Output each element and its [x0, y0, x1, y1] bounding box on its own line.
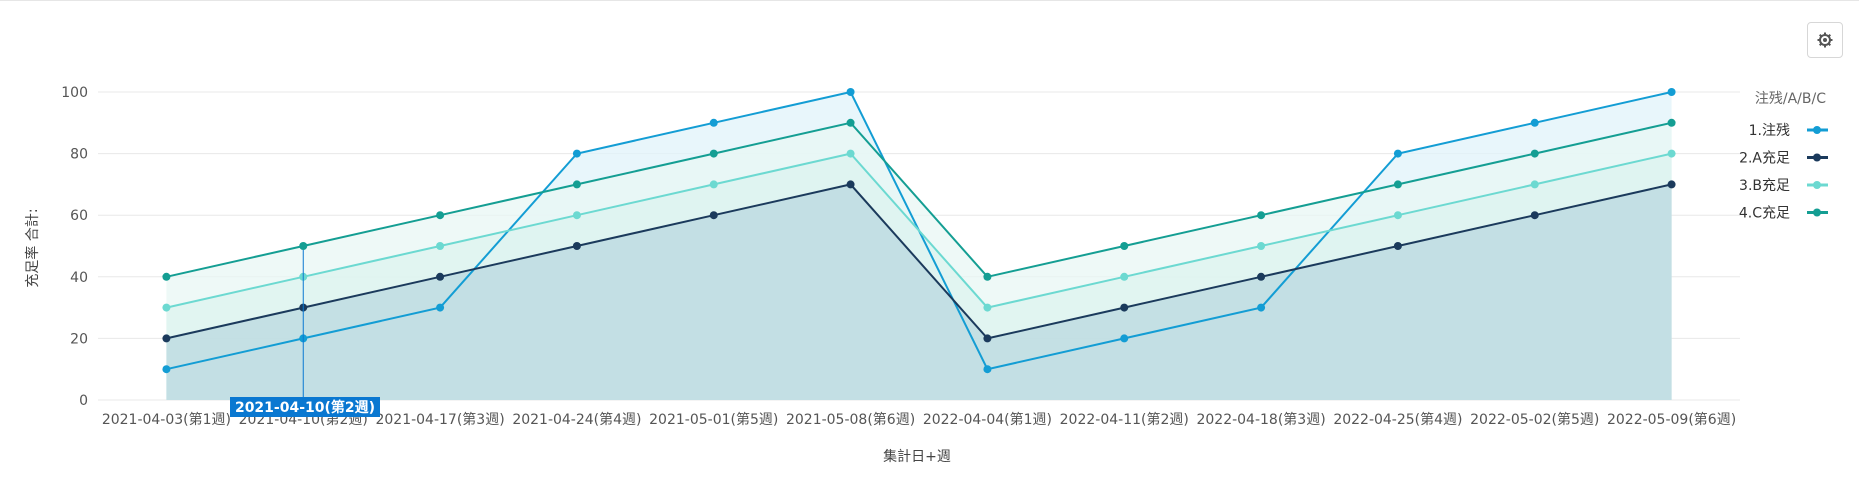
legend-item-swatch-marker [1813, 208, 1821, 217]
data-point[interactable] [709, 180, 718, 189]
data-point[interactable] [299, 242, 308, 250]
y-tick-label: 100 [61, 85, 88, 101]
data-point[interactable] [162, 303, 171, 312]
area-fills [166, 92, 1672, 401]
x-axis-ticks: 2021-04-03(第1週) 2021-04-10(第2週) 2021-04-17… [102, 411, 1736, 428]
series-lines [166, 90, 1672, 371]
data-point[interactable] [1530, 118, 1539, 127]
data-point[interactable] [162, 365, 171, 374]
data-point[interactable] [846, 118, 855, 127]
data-point[interactable] [1120, 303, 1129, 312]
x-tick-label: 2022-04-25(第4週) [1333, 411, 1462, 428]
data-point[interactable] [436, 303, 445, 312]
y-axis-ticks: 0 20 40 60 80 100 [61, 85, 88, 409]
data-point[interactable] [1257, 272, 1266, 281]
tooltip-box [230, 397, 380, 417]
data-point[interactable] [572, 180, 581, 189]
data-point[interactable] [1667, 149, 1676, 158]
data-point[interactable] [1530, 149, 1539, 158]
y-axis-title: 充足率 合計: [24, 208, 41, 287]
data-point[interactable] [1257, 211, 1266, 220]
legend-item-swatch-marker [1813, 181, 1821, 189]
data-point[interactable] [846, 88, 855, 96]
data-point[interactable] [436, 242, 445, 250]
data-point[interactable] [1393, 242, 1402, 250]
data-point[interactable] [1393, 180, 1402, 189]
legend-item-label[interactable]: 4.C充足 [1739, 206, 1790, 222]
x-tick-label: 2021-04-17(第3週) [375, 411, 504, 428]
y-tick-label: 60 [70, 208, 88, 224]
x-tick-label: 2022-05-09(第6週) [1607, 411, 1736, 428]
data-point[interactable] [1667, 88, 1676, 96]
data-point[interactable] [162, 334, 171, 343]
data-point[interactable] [1393, 149, 1402, 158]
y-tick-label: 20 [70, 331, 88, 347]
y-tick-label: 0 [79, 393, 88, 409]
data-point[interactable] [709, 118, 718, 127]
series-line [166, 121, 1672, 278]
data-point[interactable] [1120, 242, 1129, 250]
data-point[interactable] [709, 149, 718, 158]
legend: 注残/A/B/C 1.注残 2.A充足 3.B充足 4.C充足 [1739, 91, 1828, 222]
data-point[interactable] [983, 365, 992, 374]
data-point[interactable] [572, 149, 581, 158]
data-point[interactable] [846, 149, 855, 158]
settings-button[interactable] [1807, 22, 1843, 58]
series-line [166, 183, 1672, 340]
data-point[interactable] [1667, 180, 1676, 189]
data-point[interactable] [1257, 242, 1266, 250]
x-tick-label: 2022-04-18(第3週) [1196, 411, 1325, 428]
x-tick-label: 2021-05-01(第5週) [649, 411, 778, 428]
data-point[interactable] [983, 303, 992, 312]
x-tick-label: 2021-05-08(第6週) [786, 411, 915, 428]
top-border [0, 0, 1859, 1]
data-point[interactable] [1257, 303, 1266, 312]
data-point[interactable] [436, 272, 445, 281]
data-point[interactable] [1120, 334, 1129, 343]
data-point[interactable] [983, 334, 992, 343]
x-tick-label: 2022-04-04(第1週) [923, 411, 1052, 428]
data-point[interactable] [846, 180, 855, 189]
legend-item-label[interactable]: 3.B充足 [1739, 178, 1790, 194]
area-fill [166, 184, 1672, 400]
hover-tooltip: 2021-04-10(第2週) [230, 250, 380, 417]
data-point[interactable] [572, 211, 581, 220]
legend-item-swatch-marker [1813, 126, 1821, 134]
x-tick-label: 2022-04-11(第2週) [1060, 411, 1189, 428]
legend-title: 注残/A/B/C [1755, 91, 1826, 107]
data-point[interactable] [572, 242, 581, 250]
x-tick-label: 2021-04-03(第1週) [102, 411, 231, 428]
legend-item-swatch-marker [1813, 153, 1821, 162]
series-line [166, 152, 1672, 309]
x-tick-label: 2021-04-24(第4週) [512, 411, 641, 428]
data-point[interactable] [983, 272, 992, 281]
data-point[interactable] [1120, 272, 1129, 281]
x-axis-title: 集計日+週 [883, 448, 951, 465]
data-point[interactable] [436, 211, 445, 220]
data-point[interactable] [709, 211, 718, 220]
data-point[interactable] [1667, 118, 1676, 127]
data-point[interactable] [1530, 180, 1539, 189]
data-point[interactable] [1530, 211, 1539, 220]
x-tick-label: 2022-05-02(第5週) [1470, 411, 1599, 428]
gear-icon [1817, 32, 1833, 48]
data-point[interactable] [1393, 211, 1402, 220]
y-tick-label: 80 [70, 147, 88, 163]
data-point[interactable] [162, 272, 171, 281]
tooltip-label: 2021-04-10(第2週) [235, 399, 375, 416]
data-points [162, 88, 1676, 374]
legend-item-label[interactable]: 1.注残 [1749, 123, 1790, 139]
y-tick-label: 40 [70, 270, 88, 286]
legend-item-label[interactable]: 2.A充足 [1739, 151, 1790, 167]
